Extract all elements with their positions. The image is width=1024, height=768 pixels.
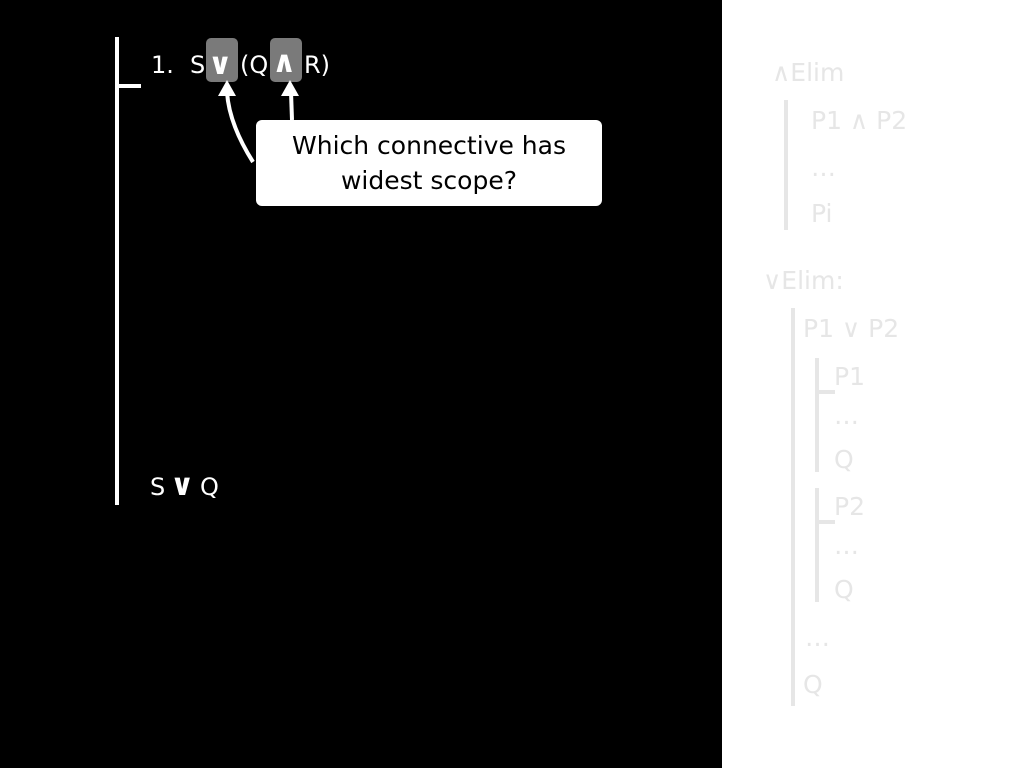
or-elim-premise: P1 ∨ P2 [803, 314, 900, 343]
arrow-to-inner-connective [289, 91, 294, 121]
premise-divider [115, 84, 141, 88]
or-elim-dots: … [805, 623, 830, 652]
and-elim-conclusion: Pi [811, 199, 833, 228]
inner-connective-highlight [270, 38, 302, 82]
and-elim-premise: P1 ∧ P2 [811, 106, 908, 135]
subproof1-result: Q [834, 445, 854, 474]
goal-connective: ∨ [170, 468, 195, 503]
premise-left-atom: S [190, 51, 206, 79]
main-connective-highlight [206, 38, 238, 82]
callout-text: Which connective has widest scope? [292, 130, 566, 196]
goal-left-atom: S [150, 473, 166, 501]
or-elim-scope-line [791, 308, 795, 706]
premise-number: 1. [151, 51, 174, 79]
or-elim-title: ∨Elim: [763, 266, 844, 295]
subproof1-dots: … [834, 401, 859, 430]
arrowhead-main [218, 80, 236, 96]
premise-inner-left: (Q [240, 51, 269, 79]
rules-panel [722, 0, 1024, 768]
and-elim-scope-line [784, 100, 788, 230]
proof-scope-line [115, 37, 119, 505]
subproof1-divider [815, 390, 835, 394]
subproof1-scope-line [815, 358, 819, 472]
goal-right-atom: Q [200, 473, 219, 501]
subproof1-assumption: P1 [834, 362, 865, 391]
subproof2-assumption: P2 [834, 492, 865, 521]
and-elim-dots: … [811, 153, 836, 182]
question-callout: Which connective has widest scope? [256, 120, 602, 206]
premise-inner-right: R) [304, 51, 331, 79]
or-elim-conclusion: Q [803, 670, 823, 699]
subproof2-divider [815, 520, 835, 524]
subproof2-result: Q [834, 575, 854, 604]
and-elim-title: ∧Elim [772, 58, 845, 87]
subproof2-dots: … [834, 531, 859, 560]
inner-connective[interactable]: ∧ [272, 45, 297, 80]
arrowhead-inner [281, 80, 299, 96]
subproof2-scope-line [815, 488, 819, 602]
arrow-to-main-connective [225, 91, 255, 164]
main-connective[interactable]: ∨ [208, 47, 233, 82]
